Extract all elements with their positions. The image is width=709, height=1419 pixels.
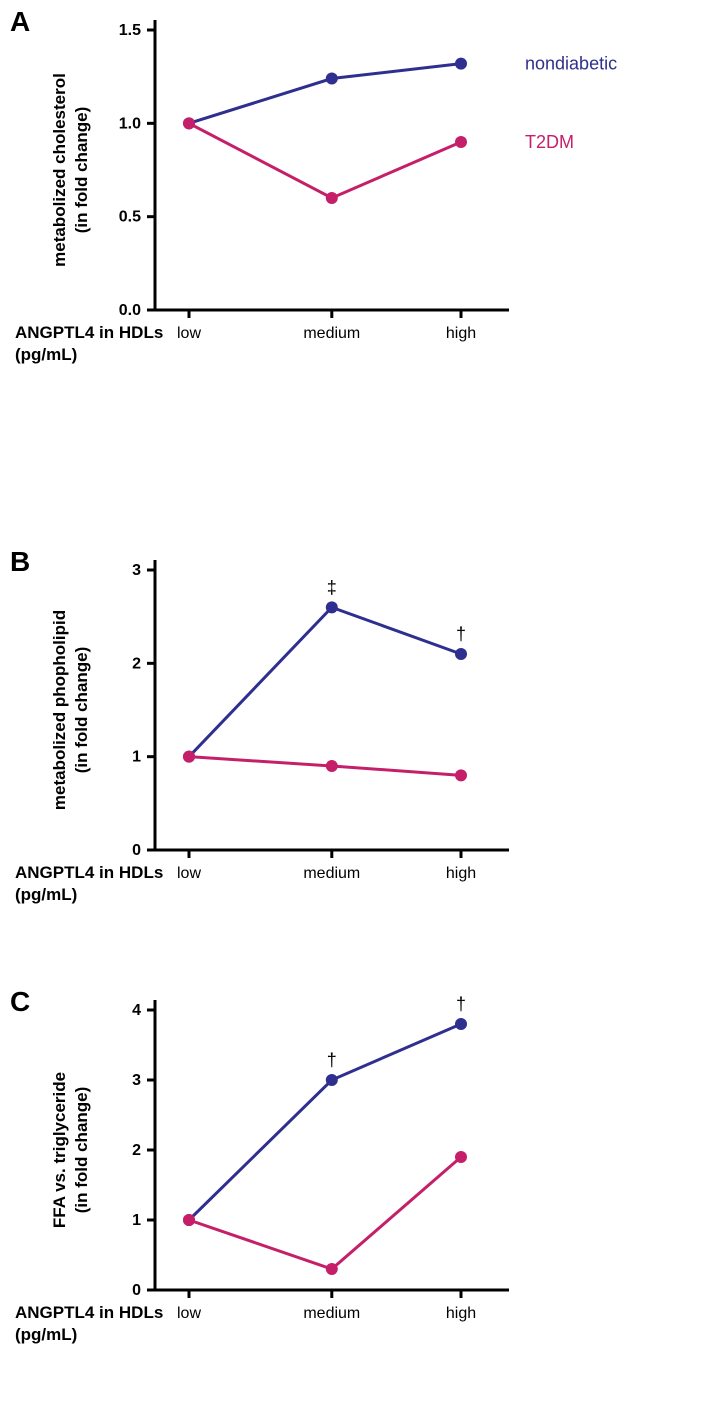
legend-nondiabetic: nondiabetic	[525, 54, 617, 74]
series-marker-t2dm	[183, 751, 195, 763]
series-marker-t2dm	[455, 769, 467, 781]
x-axis-title-line1: ANGPTL4 in HDLs	[15, 323, 163, 342]
x-axis-title-line2: (pg/mL)	[15, 1325, 77, 1344]
y-axis-title-line2: (in fold change)	[72, 107, 91, 234]
series-marker-nondiabetic	[455, 58, 467, 70]
series-line-t2dm	[189, 757, 461, 776]
x-tick-label: low	[177, 865, 201, 882]
series-marker-t2dm	[183, 117, 195, 129]
x-tick-label: low	[177, 1305, 201, 1322]
panel-B: B 0 1 2 3 low medium high ‡ † metabolized phopholi…	[0, 540, 709, 970]
panel-letter-A: A	[10, 6, 30, 38]
y-tick-label: 0	[132, 842, 141, 859]
x-tick-label: low	[177, 325, 201, 342]
chart-B: 0 1 2 3 low medium high ‡ † metabolized phopholip…	[0, 540, 709, 970]
series-marker-t2dm	[455, 136, 467, 148]
series-marker-nondiabetic	[326, 1074, 338, 1086]
x-tick-label: medium	[303, 865, 360, 882]
series-line-t2dm	[189, 1157, 461, 1269]
y-axis-title-line1: FFA vs. triglyceride	[50, 1072, 69, 1228]
series-line-nondiabetic	[189, 607, 461, 756]
x-tick-label: high	[446, 865, 476, 882]
annotation-symbol: ‡	[327, 577, 337, 597]
x-axis-title-line1: ANGPTL4 in HDLs	[15, 863, 163, 882]
y-tick-label: 1	[132, 1212, 141, 1229]
y-tick-label: 1.5	[119, 22, 141, 39]
y-tick-label: 0.0	[119, 302, 141, 319]
y-tick-label: 3	[132, 562, 141, 579]
series-marker-nondiabetic	[326, 601, 338, 613]
annotation-symbol: †	[456, 624, 466, 644]
series-marker-t2dm	[326, 1263, 338, 1275]
series-marker-t2dm	[183, 1214, 195, 1226]
x-tick-label: medium	[303, 325, 360, 342]
y-tick-label: 2	[132, 655, 141, 672]
legend-t2dm: T2DM	[525, 132, 574, 152]
annotation-symbol: †	[456, 994, 466, 1014]
panel-letter-C: C	[10, 986, 30, 1018]
x-axis-title-line2: (pg/mL)	[15, 345, 77, 364]
y-tick-label: 3	[132, 1072, 141, 1089]
series-marker-nondiabetic	[455, 648, 467, 660]
panel-A: A 0.0 0.5 1.0 1.5 low medium high metabolized ch…	[0, 0, 709, 430]
y-tick-label: 2	[132, 1142, 141, 1159]
panel-C: C 0 1 2 3 4 low medium high † † FFA vs. triglycerid…	[0, 980, 709, 1410]
y-tick-label: 1.0	[119, 115, 141, 132]
y-axis-title-line2: (in fold change)	[72, 647, 91, 774]
y-axis-title-line1: metabolized cholesterol	[50, 73, 69, 267]
series-line-nondiabetic	[189, 64, 461, 124]
x-axis-title-line2: (pg/mL)	[15, 885, 77, 904]
x-tick-label: medium	[303, 1305, 360, 1322]
x-tick-label: high	[446, 1305, 476, 1322]
x-tick-label: high	[446, 325, 476, 342]
chart-A: 0.0 0.5 1.0 1.5 low medium high metabolized cho…	[0, 0, 709, 430]
series-line-t2dm	[189, 123, 461, 198]
series-marker-t2dm	[455, 1151, 467, 1163]
y-axis-title-line2: (in fold change)	[72, 1087, 91, 1214]
y-axis-title-line1: metabolized phopholipid	[50, 610, 69, 810]
series-marker-nondiabetic	[326, 73, 338, 85]
series-marker-t2dm	[326, 192, 338, 204]
panel-letter-B: B	[10, 546, 30, 578]
y-tick-label: 0.5	[119, 209, 141, 226]
y-tick-label: 0	[132, 1282, 141, 1299]
series-marker-nondiabetic	[455, 1018, 467, 1030]
y-tick-label: 4	[132, 1002, 141, 1019]
chart-C: 0 1 2 3 4 low medium high † † FFA vs. triglyceride…	[0, 980, 709, 1410]
x-axis-title-line1: ANGPTL4 in HDLs	[15, 1303, 163, 1322]
y-tick-label: 1	[132, 749, 141, 766]
annotation-symbol: †	[327, 1050, 337, 1070]
series-marker-t2dm	[326, 760, 338, 772]
